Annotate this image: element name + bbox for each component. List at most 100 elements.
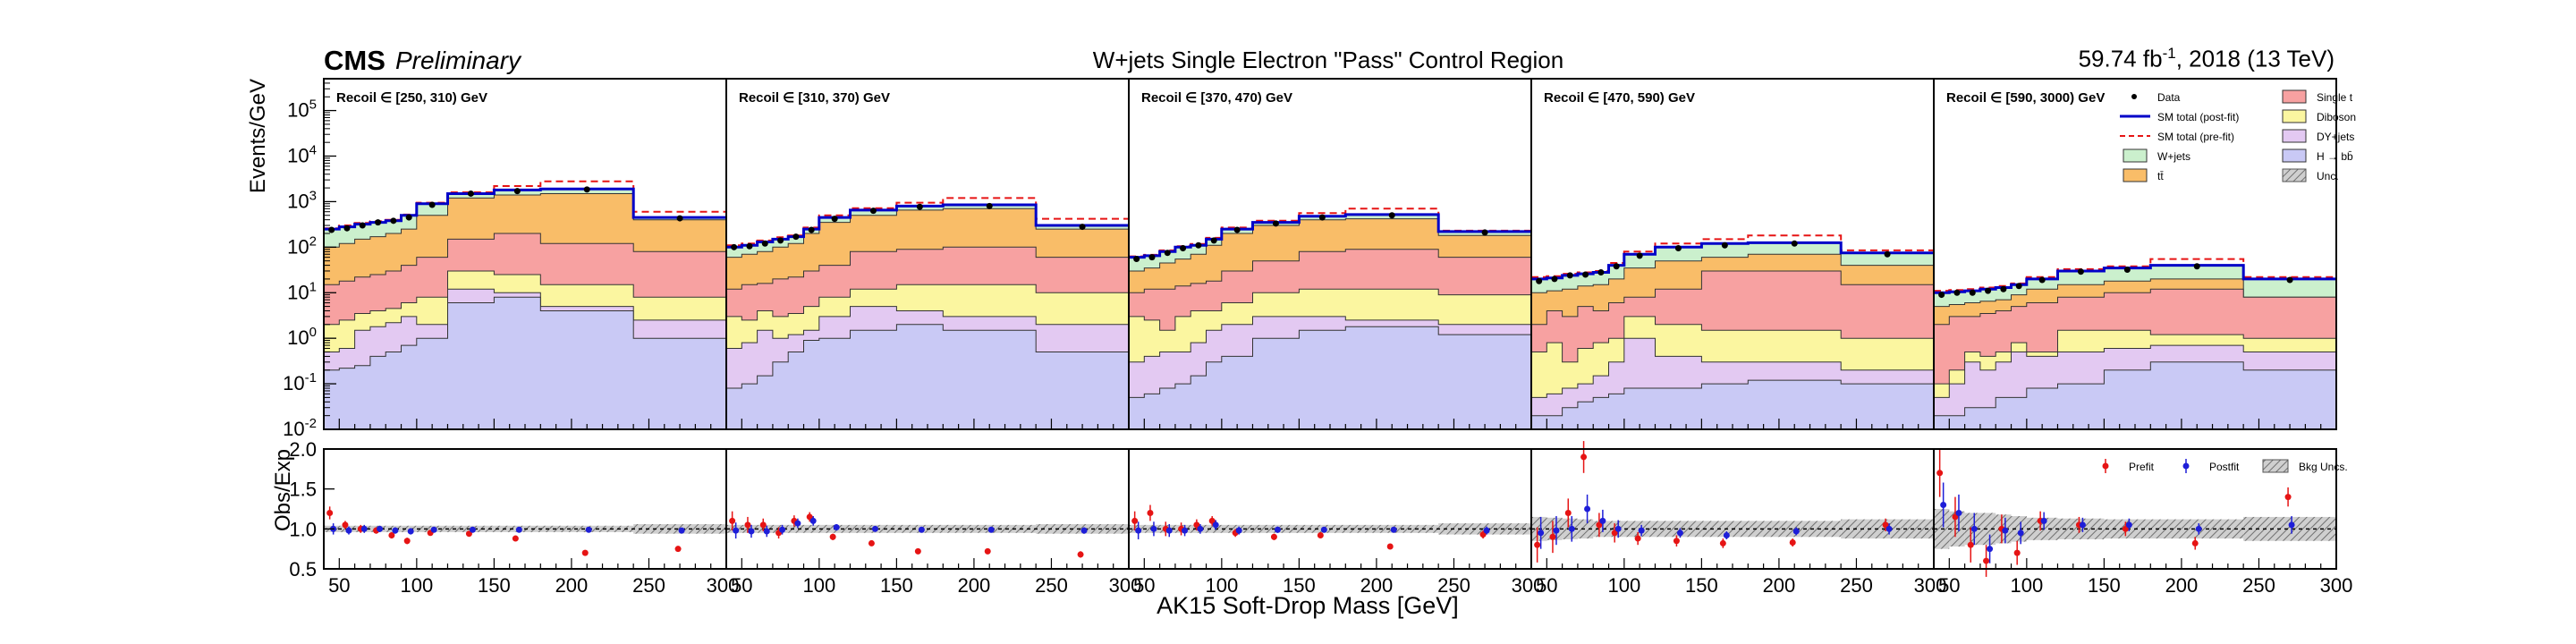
data-point [2286, 276, 2293, 284]
data-point [1674, 244, 1682, 251]
ratio-legend-marker [2102, 462, 2109, 470]
ratio-y-tick-label: 2.0 [289, 438, 317, 461]
postfit-point [1584, 505, 1591, 513]
panel-label: Recoil ∈ [590, 3000) GeV [1946, 90, 2105, 106]
panel-4: Recoil ∈ [470, 590) GeV [1530, 78, 1935, 430]
postfit-point [809, 517, 817, 524]
data-point [1195, 242, 1202, 249]
x-tick-label: 100 [802, 574, 835, 597]
data-point [2000, 285, 2007, 292]
panel-label: Recoil ∈ [310, 370) GeV [739, 90, 890, 106]
data-point [1582, 271, 1589, 278]
x-axis-title: AK15 Soft-Drop Mass [GeV] [1157, 592, 1459, 619]
postfit-point [2195, 525, 2202, 532]
postfit-point [2079, 521, 2086, 529]
stack-hbb [1128, 326, 1532, 430]
panel-1: Recoil ∈ [250, 310) GeV [323, 78, 727, 430]
bkg-unc-band [2011, 516, 2027, 542]
postfit-point [1320, 526, 1327, 533]
postfit-point [733, 527, 740, 534]
postfit-point [1274, 526, 1281, 533]
x-tick-label: 250 [2242, 574, 2275, 597]
prefit-point [729, 517, 736, 524]
data-point [1133, 256, 1140, 263]
prefit-point [1208, 517, 1216, 524]
prefit-point [829, 533, 836, 540]
x-tick-label: 250 [632, 574, 665, 597]
x-tick-label: 300 [1512, 574, 1545, 597]
x-tick-label: 100 [2010, 574, 2043, 597]
legend-label: W+jets [2157, 150, 2190, 163]
y-tick-label: 104 [287, 143, 317, 167]
bkg-unc-band [1655, 521, 1702, 538]
data-point [328, 226, 335, 233]
prefit-point [2122, 525, 2129, 532]
data-point [1148, 254, 1156, 261]
postfit-point [1638, 527, 1645, 534]
prefit-point [465, 530, 472, 538]
data-point [1164, 250, 1171, 257]
lumi-prefix: 59.74 fb [2078, 45, 2163, 72]
x-tick-label: 200 [1360, 574, 1394, 597]
legend-label: Data [2157, 91, 2181, 104]
postfit-point [1599, 517, 1606, 524]
postfit-point [1538, 530, 1545, 537]
x-tick-label: 300 [2320, 574, 2353, 597]
ratio-panel-5: 50 100 150 200 250 300 [1933, 448, 2353, 597]
data-point [1985, 287, 1992, 294]
stack-hbb [323, 296, 727, 430]
prefit-point [388, 531, 395, 538]
data-point [1613, 263, 1620, 270]
ratio-frame [725, 448, 1130, 570]
postfit-point [779, 526, 786, 533]
status-label: Preliminary [395, 47, 521, 74]
postfit-point [748, 528, 755, 535]
lumi-label: 59.74 fb-1, 2018 (13 TeV) [2079, 45, 2334, 73]
data-point [1272, 220, 1279, 227]
data-point [808, 226, 815, 233]
y-tick-label: 10-1 [283, 370, 317, 394]
legend-box-single_t [2282, 89, 2307, 104]
prefit-point [1936, 470, 1944, 477]
data-point [1388, 212, 1395, 219]
bkg-unc-band [2057, 518, 2105, 539]
legend-label: DY+jets [2317, 131, 2354, 143]
postfit-point [2017, 530, 2024, 537]
data-point [513, 188, 521, 195]
x-tick-label: 250 [1840, 574, 1873, 597]
ratio-frame [323, 448, 727, 570]
panel-3: Recoil ∈ [370, 470) GeV [1128, 78, 1532, 430]
panel-label: Recoil ∈ [250, 310) GeV [336, 90, 487, 106]
x-tick-label: 200 [958, 574, 991, 597]
data-point [1791, 240, 1798, 247]
prefit-point [1789, 539, 1796, 547]
postfit-point [833, 524, 840, 531]
postfit-point [2288, 521, 2295, 529]
postfit-point [2002, 527, 2009, 534]
x-tick-label: 250 [1437, 574, 1470, 597]
prefit-point [1534, 541, 1541, 548]
postfit-point [1182, 527, 1189, 534]
legend-label: SM total (pre-fit) [2157, 131, 2234, 143]
sm-total-prefit-line [1129, 208, 1531, 258]
x-tick-label: 150 [1283, 574, 1316, 597]
postfit-point [871, 525, 878, 532]
legend-label: Single t [2317, 91, 2353, 104]
postfit-point [1987, 546, 1994, 553]
data-point [1969, 289, 1976, 296]
ratio-legend-label: Bkg Uncs. [2299, 461, 2348, 473]
data-point [986, 202, 993, 209]
prefit-point [1147, 509, 1154, 516]
data-point [831, 216, 838, 223]
postfit-point [469, 526, 476, 533]
data-point [583, 186, 590, 193]
data-point [1566, 272, 1573, 279]
prefit-point [1596, 521, 1603, 529]
x-tick-label: 300 [707, 574, 740, 597]
chart-title: W+jets Single Electron "Pass" Control Re… [1092, 47, 1564, 73]
prefit-point [1386, 543, 1394, 550]
x-tick-label: 200 [555, 574, 589, 597]
ratio-frame [1530, 448, 1935, 570]
panel-2: Recoil ∈ [310, 370) GeV [725, 78, 1130, 430]
